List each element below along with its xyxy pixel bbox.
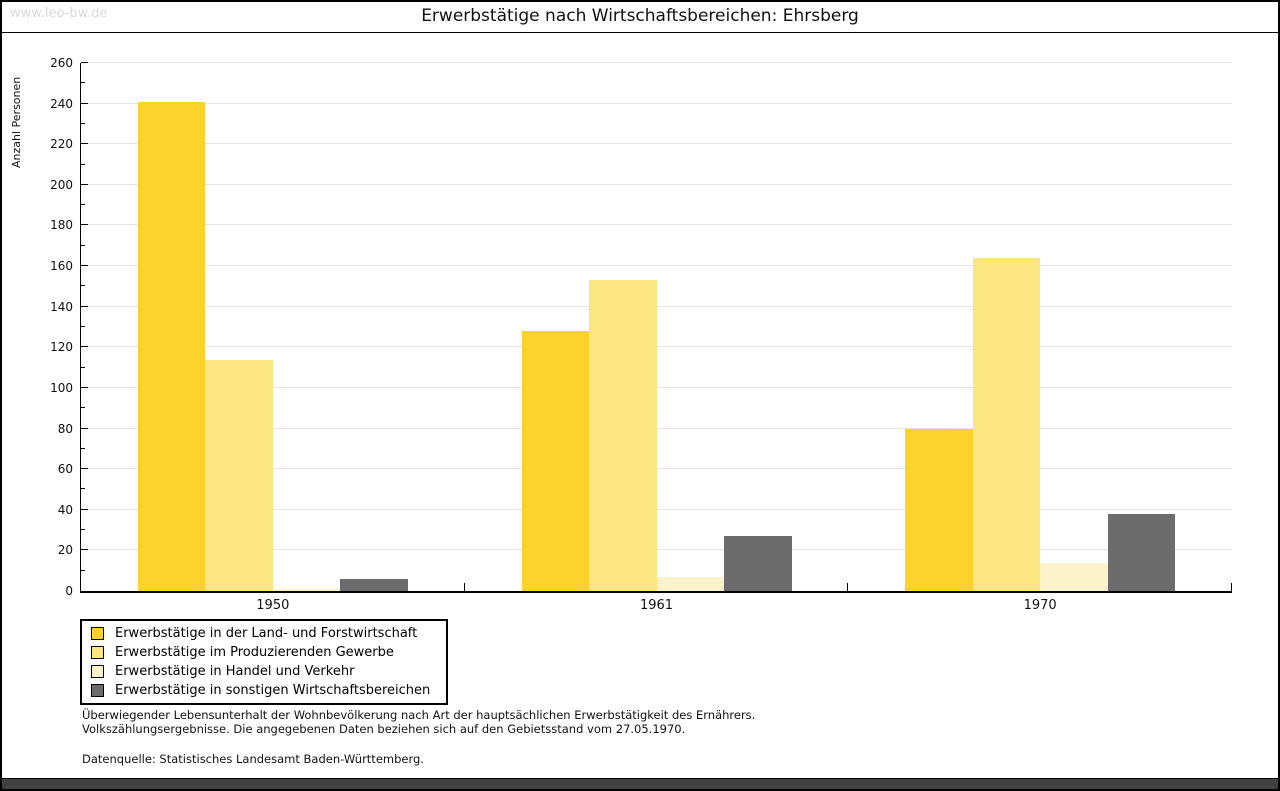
- plot-area: 0 20 40 60 80 100 120 140 160 180 200 220 240 260 1950…: [50, 56, 1232, 613]
- y-axis-tick: [81, 346, 88, 348]
- footnote-line: Volkszählungsergebnisse. Die angegebenen…: [82, 721, 686, 736]
- bar: [137, 101, 206, 591]
- y-axis-minor-tick: [81, 488, 85, 490]
- data-source: Datenquelle: Statistisches Landesamt Bad…: [82, 752, 424, 766]
- y-axis-tick-label: 20: [57, 543, 73, 558]
- legend-swatch-icon: [91, 665, 104, 678]
- legend-swatch-icon: [91, 684, 104, 697]
- y-axis-minor-tick: [81, 244, 85, 246]
- y-axis-tick-label: 260: [50, 56, 73, 70]
- y-axis-minor-tick: [81, 163, 85, 165]
- bottom-bar: [2, 778, 1278, 789]
- legend-swatch-icon: [91, 646, 104, 659]
- y-axis-tick: [81, 508, 88, 510]
- x-axis-category-label: 1950: [256, 598, 290, 613]
- gridline: [81, 183, 1232, 185]
- y-axis-tick: [81, 183, 88, 185]
- y-axis-tick: [81, 427, 88, 429]
- x-axis-tick: [847, 583, 849, 591]
- y-axis-minor-tick: [81, 326, 85, 327]
- bar: [340, 578, 408, 591]
- bar: [521, 331, 589, 591]
- footnote-line: Überwiegender Lebensunterhalt der Wohnbe…: [82, 708, 756, 722]
- y-axis-tick-label: 120: [50, 340, 73, 355]
- gridline: [81, 102, 1232, 104]
- y-axis-tick-label: 200: [50, 177, 73, 192]
- y-axis-tick: [81, 143, 88, 145]
- y-axis-tick-label: 180: [50, 218, 73, 233]
- gridline: [81, 386, 1232, 388]
- legend-swatch-icon: [91, 627, 104, 640]
- header-divider: [2, 32, 1278, 33]
- x-axis-tick: [463, 583, 465, 591]
- y-axis-tick: [81, 265, 88, 267]
- y-axis-tick: [81, 549, 88, 551]
- bar: [272, 588, 341, 591]
- y-axis-minor-tick: [81, 122, 85, 124]
- y-axis-tick-label: 80: [57, 421, 73, 436]
- gridline: [81, 549, 1232, 551]
- y-axis-minor-tick: [81, 366, 85, 368]
- watermark: www.leo-bw.de: [10, 6, 108, 21]
- legend-label: Erwerbstätige in Handel und Verkehr: [115, 664, 355, 679]
- y-axis-tick: [81, 305, 88, 307]
- y-axis-title: Anzahl Personen: [10, 76, 23, 168]
- y-axis-tick-label: 220: [50, 137, 73, 152]
- legend-item: Erwerbstätige in der Land- und Forstwirt…: [82, 624, 446, 643]
- gridline: [81, 305, 1232, 307]
- y-axis-minor-tick: [81, 82, 85, 84]
- y-axis-minor-tick: [81, 447, 85, 449]
- bar: [972, 257, 1041, 591]
- y-axis-minor-tick: [81, 285, 85, 287]
- legend-item: Erwerbstätige im Produzierenden Gewerbe: [82, 643, 446, 662]
- x-axis-category-label: 1961: [639, 598, 674, 613]
- gridline: [81, 427, 1232, 429]
- bar: [724, 536, 792, 591]
- legend-label: Erwerbstätige im Produzierenden Gewerbe: [115, 645, 394, 660]
- y-axis-tick-label: 0: [65, 584, 73, 598]
- y-axis-tick: [81, 386, 88, 388]
- footnote-block: Überwiegender Lebensunterhalt der Wohnbe…: [82, 708, 756, 736]
- y-axis-minor-tick: [81, 529, 85, 531]
- gridline: [81, 265, 1232, 267]
- page-title: Erwerbstätige nach Wirtschaftsbereichen:…: [421, 6, 859, 26]
- bar: [205, 359, 273, 591]
- y-axis-minor-tick: [81, 407, 85, 409]
- y-axis-tick: [81, 224, 88, 226]
- gridline: [81, 62, 1232, 63]
- gridline: [81, 508, 1232, 510]
- legend-label: Erwerbstätige in sonstigen Wirtschaftsbe…: [115, 683, 431, 698]
- y-axis-tick-label: 140: [50, 299, 73, 314]
- gridline: [81, 346, 1232, 348]
- y-axis-tick: [81, 102, 88, 104]
- legend-item: Erwerbstätige in Handel und Verkehr: [82, 662, 446, 681]
- y-axis-tick-label: 60: [57, 462, 73, 477]
- legend-label: Erwerbstätige in der Land- und Forstwirt…: [115, 626, 418, 641]
- bar: [1040, 562, 1108, 591]
- y-axis-tick-label: 40: [57, 502, 73, 517]
- y-axis-tick: [81, 468, 88, 470]
- legend-item: Erwerbstätige in sonstigen Wirtschaftsbe…: [82, 681, 446, 700]
- y-axis-tick-label: 240: [50, 96, 73, 111]
- legend: Erwerbstätige in der Land- und Forstwirt…: [80, 619, 448, 705]
- y-axis-tick-label: 100: [50, 380, 73, 395]
- y-axis-minor-tick: [81, 569, 85, 571]
- bar: [905, 428, 973, 591]
- y-axis-tick: [81, 62, 88, 63]
- y-axis-minor-tick: [81, 204, 85, 206]
- bar: [1107, 513, 1176, 591]
- bar: [656, 576, 724, 591]
- y-axis-tick-label: 160: [50, 259, 73, 274]
- gridline: [81, 143, 1232, 145]
- gridline: [81, 468, 1232, 470]
- x-axis-tick: [1231, 583, 1232, 591]
- gridline: [81, 224, 1232, 226]
- x-axis-category-label: 1970: [1023, 598, 1057, 613]
- bar: [589, 280, 657, 591]
